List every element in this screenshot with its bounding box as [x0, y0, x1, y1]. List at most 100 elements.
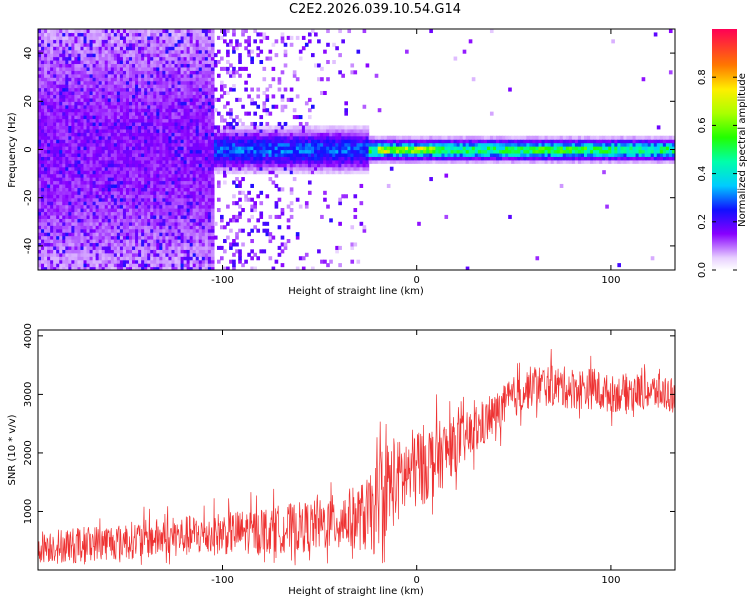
spectrogram-cell [220, 135, 224, 140]
spectrogram-cell [210, 146, 215, 151]
spectrogram-cell [189, 263, 194, 268]
spectrogram-cell [262, 228, 267, 233]
spectrogram-cell [323, 149, 327, 154]
spectrogram-cell [168, 256, 173, 261]
spectrogram-cell [50, 214, 54, 219]
spectrogram-cell [265, 108, 270, 113]
spectrogram-cell [107, 66, 112, 71]
spectrogram-cell [207, 49, 212, 54]
spectrogram-cell [132, 214, 136, 219]
spectrogram-cell [44, 46, 48, 51]
spectrogram-cell [171, 139, 176, 144]
spectrogram-cell [119, 225, 124, 230]
spectrogram-cell [201, 125, 206, 130]
spectrogram-cell [92, 77, 97, 82]
spectrogram-cell [216, 139, 221, 144]
spectrogram-cell [132, 29, 136, 34]
spectrogram-cell [116, 187, 121, 192]
spectrogram-cell [159, 201, 163, 206]
spectrogram-cell [122, 180, 127, 185]
spectrogram-cell [144, 173, 148, 178]
spectrogram-cell [189, 53, 194, 58]
spectrogram-cell [210, 218, 215, 223]
spectrogram-cell [259, 135, 264, 140]
spectrogram-cell [171, 252, 176, 257]
spectrogram-cell [198, 39, 203, 44]
spectrogram-cell [144, 35, 148, 40]
spectrogram-cell [59, 235, 63, 240]
spectrogram-cell [104, 235, 109, 240]
spectrogram-cell [238, 73, 242, 78]
spectrogram-cell [98, 180, 103, 185]
spectrogram-cell [86, 132, 91, 137]
spectrogram-cell [295, 142, 300, 147]
spectrogram-cell [41, 156, 45, 161]
spectrogram-cell [147, 183, 151, 188]
spectrogram-cell [232, 201, 236, 206]
spectrogram-cell [210, 214, 215, 219]
spectrogram-cell [283, 146, 288, 151]
spectrogram-cell [256, 256, 261, 261]
spectrogram-cell [98, 142, 103, 147]
spectrogram-cell [47, 235, 51, 240]
spectrogram-cell [41, 166, 45, 171]
spectrogram-cell [98, 128, 103, 133]
spectrogram-cell [80, 183, 85, 188]
spectrogram-cell [198, 177, 203, 182]
spectrogram-cell [65, 121, 69, 126]
spectrogram-cell [44, 221, 48, 226]
spectrogram-cell [216, 149, 221, 154]
spectrogram-cell [271, 266, 276, 270]
spectrogram-cell [177, 46, 182, 51]
spectrogram-cell [138, 214, 142, 219]
spectrogram-cell [41, 135, 45, 140]
spectrogram-cell [44, 101, 48, 106]
spectrogram-cell [95, 252, 100, 257]
spectrogram-cell [110, 49, 115, 54]
spectrogram-cell [162, 121, 166, 126]
spectrogram-cell [271, 163, 276, 168]
spectrogram-cell [186, 228, 191, 233]
spectrogram-cell [204, 232, 209, 237]
spectrogram-cell [159, 108, 163, 113]
spectrogram-cell [113, 197, 118, 202]
spectrogram-cell [250, 239, 254, 244]
spectrogram-cell [210, 104, 215, 109]
spectrogram-cell [329, 149, 333, 154]
spectrogram-cell [98, 218, 103, 223]
spectrogram-cell [186, 121, 191, 126]
spectrogram-cell [226, 266, 230, 270]
spectrogram-cell [238, 256, 242, 261]
spectrogram-cell [110, 266, 115, 270]
spectrogram-cell [317, 132, 321, 137]
spectrogram-cell [50, 156, 54, 161]
spectrogram-cell [44, 204, 48, 209]
spectrogram-cell [125, 190, 130, 195]
spectrogram-cell [177, 166, 182, 171]
spectrogram-cell [329, 125, 333, 130]
spectrogram-cell [53, 59, 57, 65]
spectrogram-cell [253, 101, 257, 106]
spectrogram-cell [104, 221, 109, 226]
spectrogram-cell [274, 201, 279, 206]
spectrogram-cell [192, 90, 197, 96]
spectrogram-cell [101, 194, 106, 199]
spectrogram-cell [116, 46, 121, 51]
spectrogram-cell [138, 221, 142, 226]
spectrogram-cell [62, 101, 66, 106]
spectrogram-cell [119, 197, 124, 202]
spectrogram-cell [47, 221, 51, 226]
spectrogram-cell [101, 84, 106, 89]
spectrogram-cell [320, 66, 324, 71]
spectrogram-cell [174, 135, 179, 140]
spectrogram-cell [47, 125, 51, 130]
spectrogram-cell [220, 163, 224, 168]
spectrogram-cell [180, 211, 185, 216]
spectrogram-cell [83, 183, 88, 188]
spectrogram-cell [277, 225, 282, 230]
spectrogram-cell [301, 132, 306, 137]
spectrogram-cell [65, 242, 69, 247]
spectrogram-cell [229, 132, 233, 137]
spectrogram-cell [168, 152, 173, 157]
spectrogram-cell [204, 108, 209, 113]
